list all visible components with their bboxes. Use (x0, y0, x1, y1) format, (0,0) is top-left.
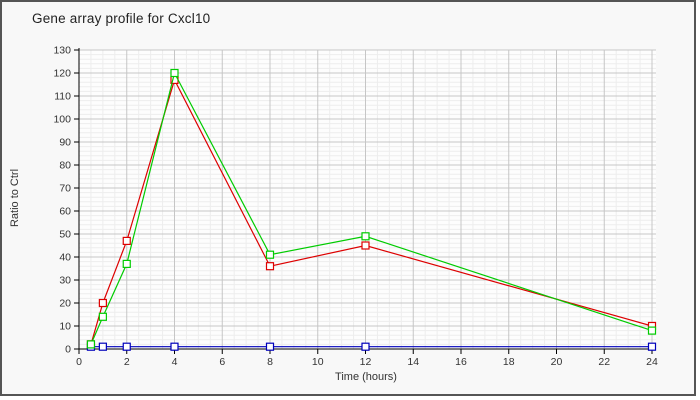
x-axis-title: Time (hours) (335, 371, 397, 383)
y-tick-label: 130 (53, 45, 71, 57)
y-tick-label: 10 (59, 321, 71, 333)
series-blue-marker (170, 342, 179, 351)
x-tick-label: 22 (598, 356, 610, 368)
y-tick-label: 100 (53, 114, 71, 126)
y-tick-label: 120 (53, 68, 71, 80)
x-tick-label: 10 (312, 356, 324, 368)
series-green-marker (86, 340, 96, 349)
x-tick-label: 12 (360, 356, 372, 368)
series-blue-marker (265, 342, 275, 351)
y-tick-label: 60 (59, 206, 71, 218)
series-blue-marker (361, 342, 370, 351)
series-green-marker (122, 259, 131, 268)
y-tick-label: 90 (59, 137, 71, 149)
plot-area (79, 50, 656, 349)
y-tick-label: 40 (59, 252, 71, 264)
y-tick-label: 80 (59, 160, 71, 172)
series-red-marker (265, 262, 275, 271)
series-red-marker (122, 236, 131, 245)
x-tick-label: 6 (219, 356, 225, 368)
series-green-marker (361, 232, 370, 241)
x-tick-label: 8 (267, 356, 273, 368)
series-blue-marker (647, 342, 657, 351)
series-green-marker (98, 312, 107, 321)
x-tick-label: 16 (455, 356, 467, 368)
series-green-marker (647, 326, 657, 335)
x-tick-label: 18 (503, 356, 515, 368)
x-tick-label: 4 (172, 356, 178, 368)
series-red-marker (98, 298, 107, 308)
x-tick-label: 14 (407, 356, 419, 368)
y-tick-label: 20 (59, 298, 71, 310)
y-tick-label: 110 (54, 91, 71, 103)
y-tick-label: 30 (59, 275, 71, 287)
x-tick-label: 24 (646, 356, 658, 368)
series-red-marker (361, 241, 370, 250)
y-tick-label: 0 (65, 344, 71, 356)
x-tick-label: 20 (551, 356, 563, 368)
y-tick-label: 50 (59, 229, 71, 241)
series-green-marker (170, 68, 179, 78)
chart-title: Gene array profile for Cxcl10 (32, 11, 211, 26)
y-tick-label: 70 (59, 183, 71, 195)
series-blue-marker (122, 342, 131, 351)
x-tick-label: 2 (124, 356, 130, 368)
x-tick-label: 0 (76, 356, 82, 368)
series-blue-marker (98, 342, 107, 351)
series-green-marker (265, 250, 275, 259)
